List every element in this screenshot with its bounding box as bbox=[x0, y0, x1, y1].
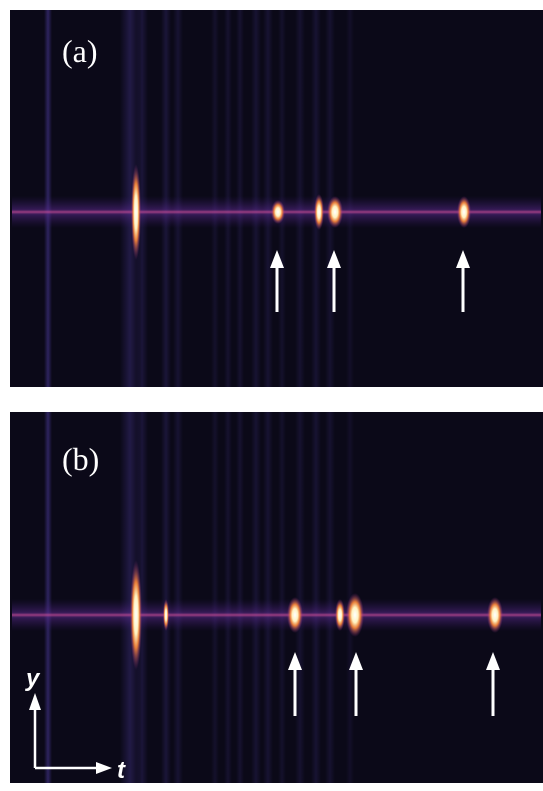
bright-spot bbox=[314, 194, 324, 230]
bright-spot bbox=[346, 593, 364, 637]
vertical-streak bbox=[224, 412, 232, 783]
vertical-streak bbox=[325, 412, 335, 783]
t-arrowhead bbox=[96, 762, 112, 774]
bright-spot bbox=[271, 200, 285, 224]
panel-background bbox=[10, 412, 543, 783]
bright-streak bbox=[130, 560, 142, 670]
vertical-streak bbox=[136, 412, 148, 783]
vertical-streak bbox=[278, 412, 286, 783]
bright-spot bbox=[487, 597, 503, 633]
marker-arrowhead bbox=[456, 250, 470, 268]
marker-arrowhead bbox=[486, 652, 500, 670]
t-axis-label: t bbox=[117, 757, 126, 784]
axis-indicator: y t bbox=[25, 665, 126, 784]
bright-spot bbox=[457, 196, 471, 228]
horizontal-streak bbox=[12, 599, 541, 631]
vertical-streak bbox=[161, 412, 171, 783]
bright-spot bbox=[327, 196, 343, 228]
y-arrowhead bbox=[29, 693, 41, 710]
vertical-streak bbox=[173, 412, 183, 783]
vertical-streak bbox=[211, 412, 219, 783]
bright-spot bbox=[335, 599, 345, 631]
marker-arrowhead bbox=[288, 652, 302, 670]
vertical-streak bbox=[295, 412, 305, 783]
marker-arrowhead bbox=[327, 250, 341, 268]
panel-b: (b) bbox=[10, 412, 543, 783]
marker-arrowhead bbox=[349, 652, 363, 670]
vertical-streak bbox=[311, 412, 321, 783]
vertical-streak bbox=[120, 412, 140, 783]
marker-arrowhead bbox=[270, 250, 284, 268]
vertical-streak bbox=[251, 412, 261, 783]
vertical-streak bbox=[263, 412, 273, 783]
panel-a: (a) bbox=[10, 10, 543, 387]
vertical-streak bbox=[236, 412, 244, 783]
panel-label: (a) bbox=[62, 33, 98, 69]
bright-spot bbox=[163, 599, 169, 631]
vertical-streak bbox=[44, 412, 52, 783]
bright-spot bbox=[287, 597, 303, 633]
y-axis-label: y bbox=[25, 665, 41, 692]
panel-label: (b) bbox=[62, 441, 99, 477]
bright-streak bbox=[131, 164, 141, 260]
